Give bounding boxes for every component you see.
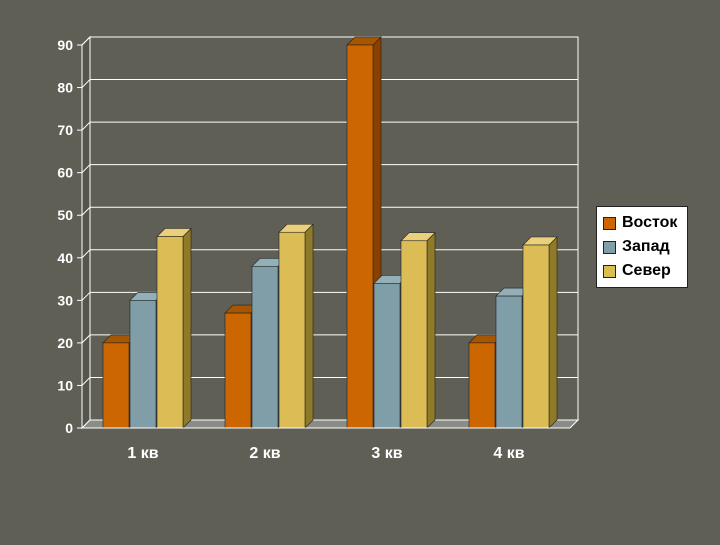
y-tick-label: 20 xyxy=(57,335,73,351)
bar xyxy=(495,295,523,429)
legend-item-vostok: Восток xyxy=(603,211,687,235)
gridline xyxy=(81,206,578,216)
bar xyxy=(129,300,157,429)
y-tick-label: 10 xyxy=(57,377,73,393)
bar xyxy=(102,342,130,429)
legend-swatch-vostok xyxy=(603,216,616,230)
legend: Восток Запад Север xyxy=(596,206,688,288)
y-tick-label: 40 xyxy=(57,250,73,266)
y-tick-label: 0 xyxy=(65,420,73,436)
bar-side xyxy=(304,223,314,429)
x-tick-label: 2 кв xyxy=(249,445,280,462)
gridline xyxy=(81,164,578,174)
gridline xyxy=(81,121,578,131)
legend-label-vostok: Восток xyxy=(622,214,678,231)
bar xyxy=(400,240,428,429)
bar xyxy=(224,312,252,429)
x-tick-label: 1 кв xyxy=(127,445,158,462)
legend-label-zapad: Запад xyxy=(622,238,670,255)
x-tick-label: 4 кв xyxy=(493,445,524,462)
x-tick-label: 3 кв xyxy=(371,445,402,462)
gridline xyxy=(81,79,578,88)
bar-side xyxy=(548,236,558,429)
legend-label-sever: Север xyxy=(622,262,671,279)
y-tick-label: 90 xyxy=(57,37,73,53)
legend-swatch-zapad xyxy=(603,240,616,254)
bar xyxy=(346,44,374,429)
y-tick-label: 60 xyxy=(57,165,73,181)
legend-item-zapad: Запад xyxy=(603,235,687,259)
y-tick-label: 50 xyxy=(57,207,73,223)
bar-side xyxy=(426,232,436,429)
bar xyxy=(522,244,550,429)
plot-side-wall xyxy=(81,35,91,430)
y-tick-label: 80 xyxy=(57,80,73,96)
gridline xyxy=(81,36,578,46)
bar-side xyxy=(182,227,192,429)
bar xyxy=(468,342,496,429)
bar xyxy=(251,265,279,429)
legend-swatch-sever xyxy=(603,264,616,278)
y-tick-label: 70 xyxy=(57,122,73,138)
legend-item-sever: Север xyxy=(603,259,687,283)
y-tick-label: 30 xyxy=(57,292,73,308)
bar xyxy=(278,231,306,429)
bar xyxy=(373,283,401,429)
bar xyxy=(156,236,184,429)
